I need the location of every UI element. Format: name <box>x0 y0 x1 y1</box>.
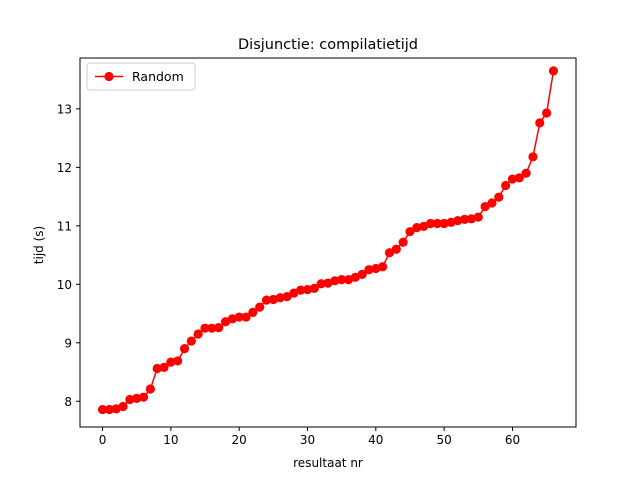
data-point <box>487 198 497 208</box>
x-tick-label: 20 <box>232 433 247 447</box>
y-tick-label: 8 <box>64 395 72 409</box>
data-point <box>166 357 176 367</box>
data-point <box>391 244 401 254</box>
data-point <box>132 393 142 403</box>
x-axis-label: resultaat nr <box>293 456 363 470</box>
data-point <box>316 279 326 289</box>
data-point <box>521 168 531 178</box>
data-point <box>542 108 552 118</box>
data-point <box>193 329 203 339</box>
data-point <box>138 392 149 402</box>
x-tick-label: 30 <box>300 433 315 447</box>
data-point <box>186 336 196 346</box>
data-point <box>118 401 128 412</box>
data-point <box>200 323 210 333</box>
data-point <box>207 323 217 333</box>
y-axis: 8 9 10 11 12 13 <box>57 102 80 409</box>
y-tick-label: 12 <box>57 161 72 175</box>
x-axis: 0 10 20 30 40 50 60 <box>99 427 520 447</box>
legend-marker <box>104 71 114 82</box>
data-point <box>460 214 470 224</box>
plot-area <box>79 57 577 428</box>
data-point <box>125 394 135 405</box>
x-tick-label: 60 <box>505 433 520 447</box>
data-point <box>330 276 340 286</box>
data-point <box>439 218 449 229</box>
legend: Random <box>86 62 196 91</box>
data-point <box>97 404 108 415</box>
data-point <box>337 275 347 285</box>
data-point <box>378 262 388 272</box>
y-axis-label: tijd (s) <box>32 226 46 264</box>
data-point <box>535 118 545 128</box>
data-point <box>514 173 524 183</box>
data-point <box>152 363 162 374</box>
data-point <box>548 66 559 76</box>
data-point <box>425 218 436 229</box>
x-tick-label: 40 <box>368 433 383 447</box>
data-point <box>173 356 183 366</box>
data-point <box>405 227 415 237</box>
data-point <box>282 291 292 302</box>
data-point <box>384 248 395 258</box>
x-tick-label: 10 <box>163 433 178 447</box>
legend-entry-random: Random <box>132 69 184 84</box>
x-tick-label: 0 <box>99 433 107 447</box>
legend-box <box>86 62 196 91</box>
x-tick-label: 50 <box>437 433 452 447</box>
data-point <box>275 293 285 303</box>
plot-frame <box>79 57 577 428</box>
data-point <box>159 362 169 372</box>
data-point <box>104 404 114 415</box>
data-point <box>453 215 463 226</box>
data-point <box>398 237 408 247</box>
data-point <box>480 201 490 212</box>
data-point <box>296 285 306 295</box>
y-tick-label: 10 <box>57 278 72 292</box>
y-tick-label: 9 <box>64 336 72 350</box>
data-point <box>501 180 511 191</box>
data-point <box>145 384 155 394</box>
data-point <box>255 302 265 312</box>
data-point <box>234 312 244 322</box>
data-point <box>309 283 319 294</box>
data-point <box>412 222 422 233</box>
y-tick-label: 13 <box>57 102 72 116</box>
chart-title: Disjunctie: compilatietijd <box>238 37 418 53</box>
data-point <box>179 344 190 354</box>
series-layer <box>97 66 559 415</box>
data-point <box>364 265 374 275</box>
data-point <box>214 322 224 333</box>
data-point <box>507 174 518 184</box>
data-point <box>241 312 251 322</box>
data-point <box>473 212 483 222</box>
data-point <box>302 284 313 295</box>
data-point <box>432 218 442 229</box>
data-point <box>261 295 272 305</box>
y-tick-label: 11 <box>57 219 72 233</box>
data-point <box>248 307 258 317</box>
data-point <box>528 152 538 162</box>
data-point <box>357 269 367 279</box>
data-point <box>494 192 504 202</box>
